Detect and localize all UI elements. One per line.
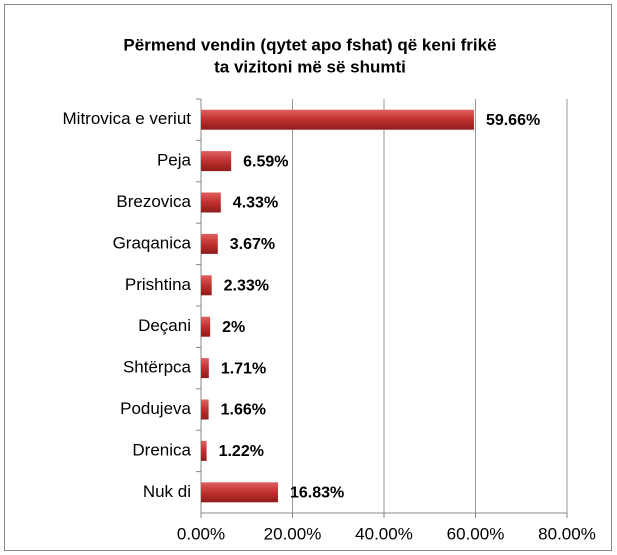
x-tick-label: 40.00% — [355, 524, 413, 543]
bar — [201, 275, 212, 296]
y-tick-label: Mitrovica e veriut — [63, 109, 192, 128]
x-tick-label: 60.00% — [447, 524, 505, 543]
value-label: 1.71% — [221, 360, 266, 377]
bar — [201, 192, 221, 213]
bar — [201, 440, 207, 461]
x-tick-label: 80.00% — [538, 524, 596, 543]
x-tick-label: 0.00% — [177, 524, 225, 543]
y-tick-label: Prishtina — [125, 275, 192, 294]
y-tick-label: Peja — [157, 151, 192, 170]
value-label: 16.83% — [290, 485, 344, 502]
value-label: 4.33% — [233, 195, 278, 212]
value-label: 59.66% — [486, 112, 540, 129]
x-tick-label: 20.00% — [264, 524, 322, 543]
y-tick-label: Graqanica — [113, 233, 192, 252]
y-tick-label: Shtërpca — [123, 358, 192, 377]
bar — [201, 316, 211, 337]
value-label: 1.22% — [219, 443, 264, 460]
y-tick-label: Podujeva — [120, 399, 191, 418]
value-label: 1.66% — [221, 402, 266, 419]
y-tick-label: Brezovica — [116, 192, 191, 211]
chart-title: Përmend vendin (qytet apo fshat) që keni… — [123, 35, 496, 54]
y-tick-label: Deçani — [138, 316, 191, 335]
bar — [201, 358, 209, 379]
value-label: 2% — [222, 319, 245, 336]
value-label: 2.33% — [224, 278, 269, 295]
value-label: 6.59% — [243, 153, 288, 170]
bar — [201, 233, 218, 254]
bar — [201, 482, 278, 503]
bar — [201, 109, 474, 130]
y-tick-label: Drenica — [132, 440, 191, 459]
bar — [201, 399, 209, 420]
chart-title: ta vizitoni më së shumti — [214, 57, 406, 76]
value-label: 3.67% — [230, 236, 275, 253]
bar — [201, 151, 232, 172]
chart-border — [4, 4, 612, 551]
y-tick-label: Nuk di — [143, 482, 191, 501]
